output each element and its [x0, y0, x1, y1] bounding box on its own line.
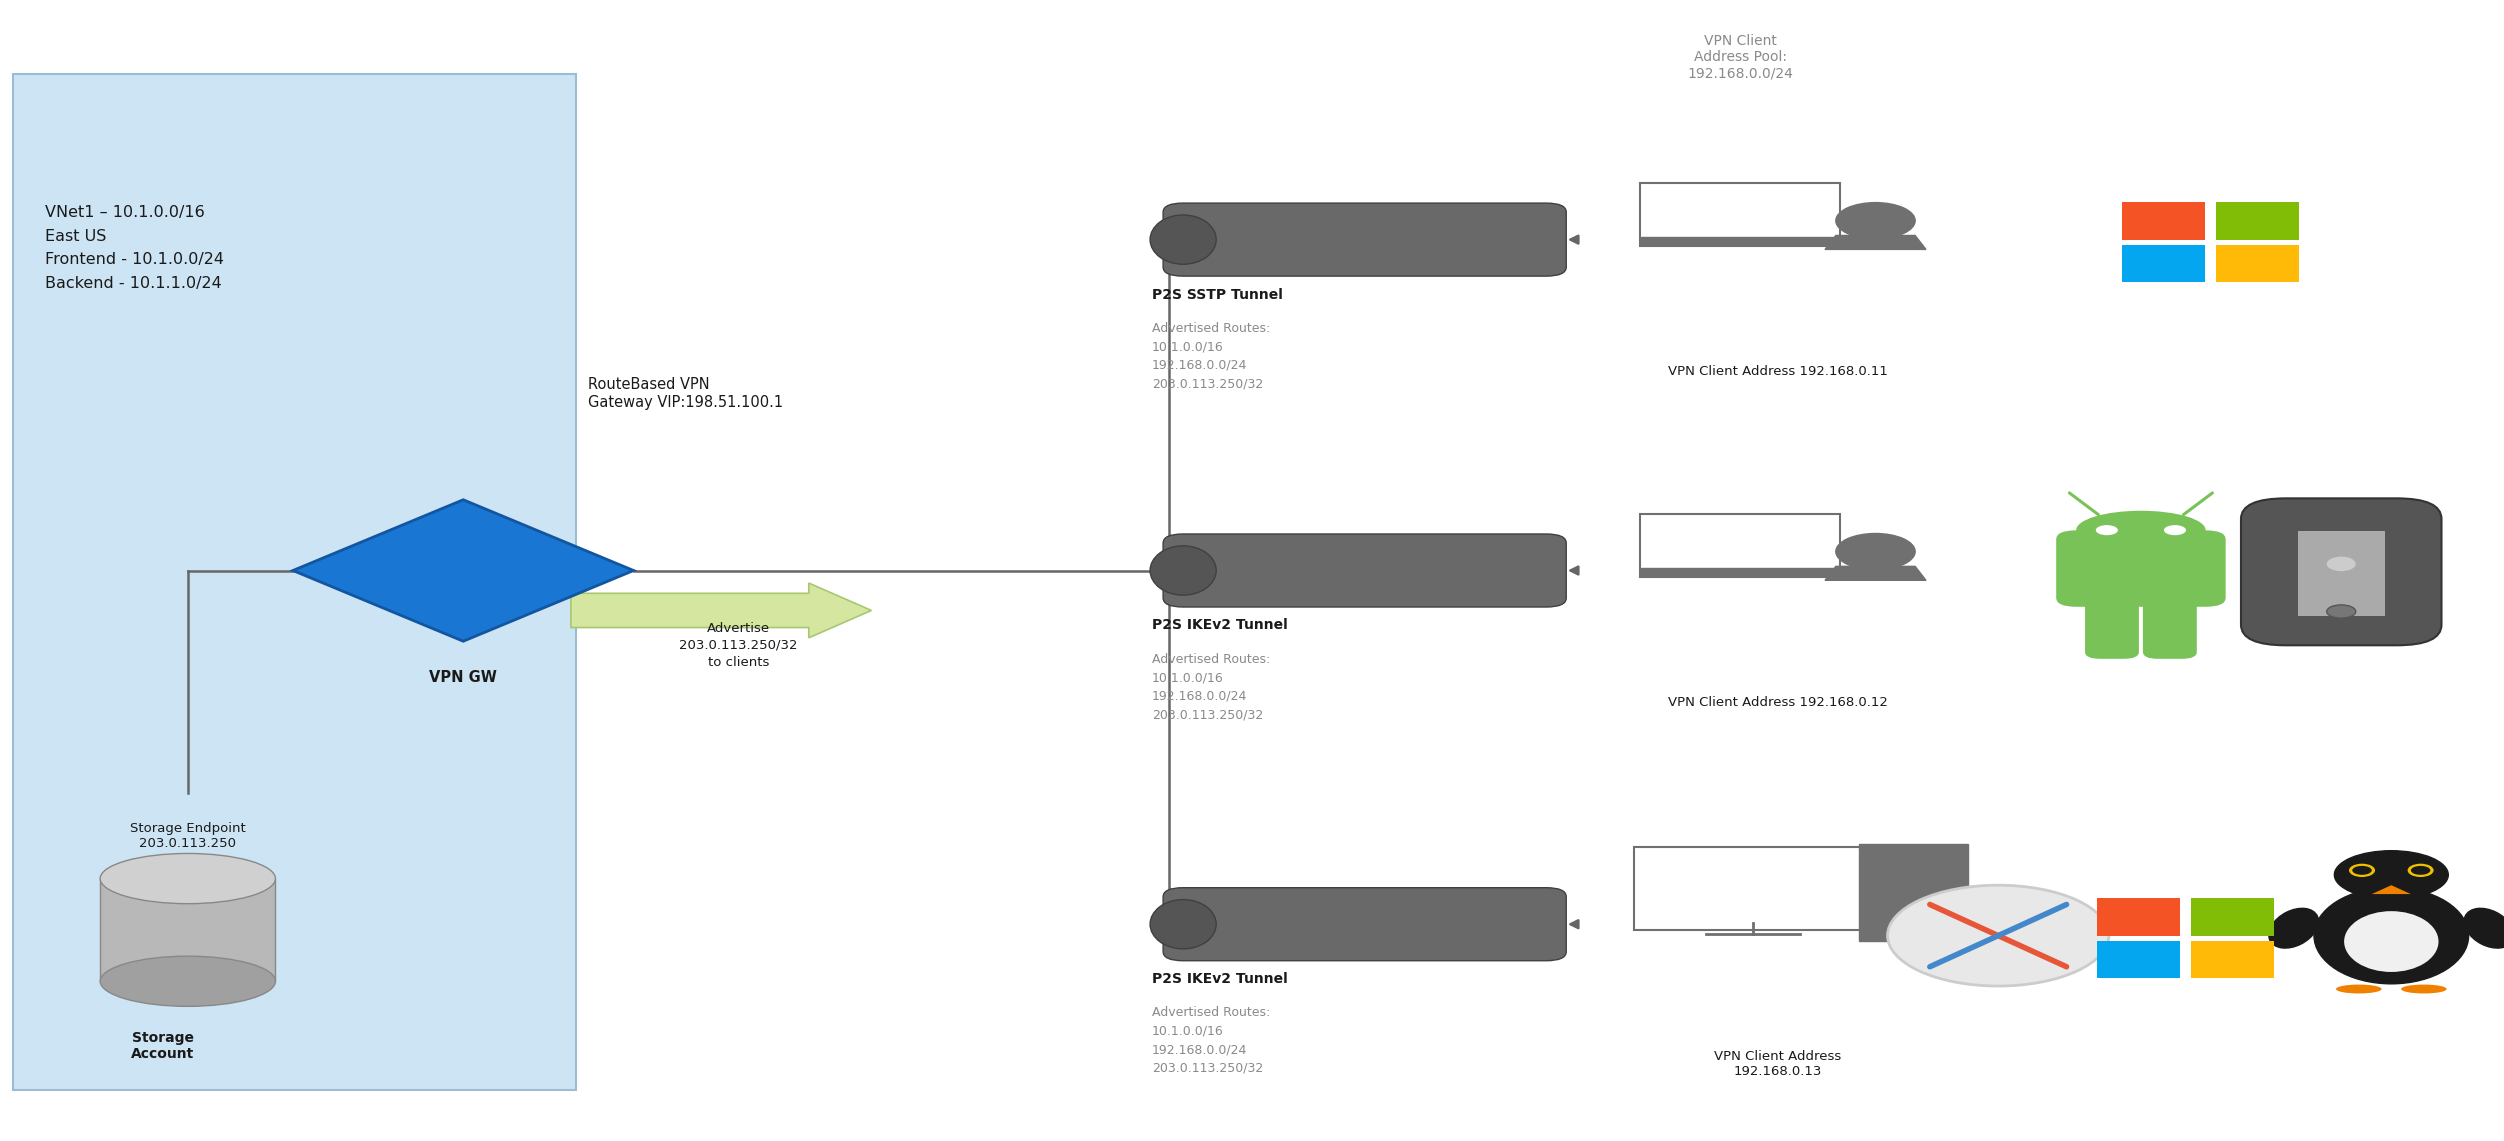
- Circle shape: [1888, 885, 2108, 986]
- Text: VPN Client Address 192.168.0.11: VPN Client Address 192.168.0.11: [1668, 365, 1888, 378]
- Text: Advertised Routes:
10.1.0.0/16
192.168.0.0/24
203.0.113.250/32: Advertised Routes: 10.1.0.0/16 192.168.0…: [1152, 322, 1270, 390]
- Circle shape: [1835, 203, 1916, 238]
- FancyBboxPatch shape: [1162, 888, 1568, 961]
- FancyBboxPatch shape: [2056, 531, 2226, 607]
- FancyArrow shape: [571, 583, 871, 638]
- FancyBboxPatch shape: [1162, 534, 1568, 607]
- Circle shape: [2163, 525, 2186, 535]
- Text: Advertised Routes:
10.1.0.0/16
192.168.0.0/24
203.0.113.250/32: Advertised Routes: 10.1.0.0/16 192.168.0…: [1152, 653, 1270, 721]
- Text: VPN Client Address
192.168.0.13: VPN Client Address 192.168.0.13: [1715, 1050, 1840, 1078]
- Ellipse shape: [2336, 985, 2381, 994]
- FancyBboxPatch shape: [1858, 844, 1968, 941]
- Ellipse shape: [2344, 912, 2439, 972]
- Ellipse shape: [2401, 985, 2446, 994]
- Text: Advertised Routes:
10.1.0.0/16
192.168.0.0/24
203.0.113.250/32: Advertised Routes: 10.1.0.0/16 192.168.0…: [1152, 1006, 1270, 1075]
- Ellipse shape: [100, 956, 275, 1006]
- Ellipse shape: [2406, 864, 2434, 877]
- FancyBboxPatch shape: [1635, 848, 1870, 930]
- Text: P2S IKEv2 Tunnel: P2S IKEv2 Tunnel: [1152, 972, 1287, 986]
- Ellipse shape: [2464, 908, 2504, 948]
- Text: VPN Client
Address Pool:
192.168.0.0/24: VPN Client Address Pool: 192.168.0.0/24: [1688, 34, 1793, 81]
- Ellipse shape: [100, 853, 275, 904]
- Text: Advertise
203.0.113.250/32
to clients: Advertise 203.0.113.250/32 to clients: [679, 622, 799, 669]
- FancyBboxPatch shape: [2121, 202, 2204, 240]
- FancyBboxPatch shape: [2061, 541, 2116, 594]
- Text: Storage
Account: Storage Account: [130, 1031, 195, 1061]
- Circle shape: [1835, 534, 1916, 569]
- Ellipse shape: [2076, 511, 2206, 550]
- FancyBboxPatch shape: [2299, 531, 2384, 615]
- FancyBboxPatch shape: [1162, 203, 1568, 276]
- FancyBboxPatch shape: [1640, 184, 1840, 245]
- Polygon shape: [2371, 885, 2411, 895]
- Circle shape: [2351, 866, 2371, 875]
- FancyBboxPatch shape: [13, 74, 576, 1090]
- FancyBboxPatch shape: [2096, 898, 2178, 936]
- Polygon shape: [293, 500, 634, 641]
- Ellipse shape: [2349, 864, 2374, 877]
- Polygon shape: [1825, 566, 1926, 581]
- Ellipse shape: [2269, 908, 2319, 948]
- FancyBboxPatch shape: [2191, 898, 2274, 936]
- FancyBboxPatch shape: [2166, 541, 2221, 594]
- Text: RouteBased VPN
Gateway VIP:198.51.100.1: RouteBased VPN Gateway VIP:198.51.100.1: [588, 378, 784, 410]
- FancyBboxPatch shape: [1640, 568, 1840, 576]
- Text: P2S IKEv2 Tunnel: P2S IKEv2 Tunnel: [1152, 618, 1287, 632]
- FancyBboxPatch shape: [2241, 499, 2441, 646]
- Text: VNet1 – 10.1.0.0/16
East US
Frontend - 10.1.0.0/24
Backend - 10.1.1.0/24: VNet1 – 10.1.0.0/16 East US Frontend - 1…: [45, 205, 223, 291]
- Circle shape: [2326, 605, 2356, 618]
- FancyBboxPatch shape: [2191, 940, 2274, 979]
- FancyBboxPatch shape: [2143, 586, 2196, 658]
- Text: Storage Endpoint
203.0.113.250: Storage Endpoint 203.0.113.250: [130, 822, 245, 850]
- FancyBboxPatch shape: [1640, 515, 1840, 576]
- FancyBboxPatch shape: [2216, 202, 2299, 240]
- Ellipse shape: [1149, 545, 1217, 596]
- Text: VPN Client Address 192.168.0.12: VPN Client Address 192.168.0.12: [1668, 696, 1888, 709]
- Bar: [100, 879, 275, 981]
- Text: P2S SSTP Tunnel: P2S SSTP Tunnel: [1152, 288, 1282, 301]
- FancyBboxPatch shape: [2096, 940, 2178, 979]
- Ellipse shape: [1149, 215, 1217, 265]
- Circle shape: [2096, 525, 2118, 535]
- Circle shape: [2411, 866, 2431, 875]
- FancyBboxPatch shape: [2086, 586, 2138, 658]
- Polygon shape: [1825, 235, 1926, 250]
- FancyBboxPatch shape: [2121, 244, 2204, 282]
- Ellipse shape: [2334, 851, 2449, 899]
- Ellipse shape: [1149, 899, 1217, 949]
- FancyBboxPatch shape: [2216, 244, 2299, 282]
- Ellipse shape: [2314, 888, 2469, 984]
- Text: VPN GW: VPN GW: [428, 670, 498, 685]
- FancyBboxPatch shape: [1640, 237, 1840, 245]
- Ellipse shape: [2326, 557, 2356, 572]
